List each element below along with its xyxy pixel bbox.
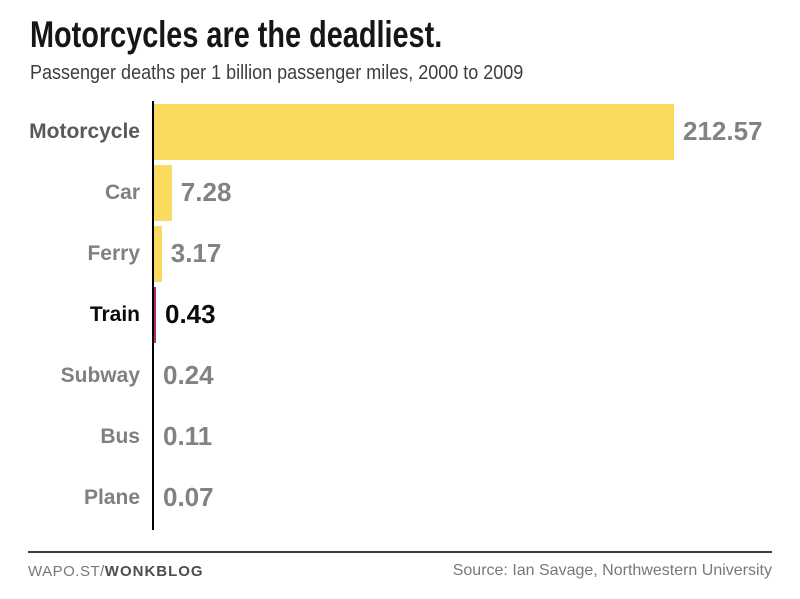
bar-area: 3.17 [154,223,800,284]
bar-area: 0.24 [154,345,800,406]
chart-row-car: Car 7.28 [0,162,800,223]
bar-chart: Motorcycle 212.57 Car 7.28 Ferry 3.17 Train 0.4… [0,101,800,530]
chart-row-motorcycle: Motorcycle 212.57 [0,101,800,162]
footer: WAPO.ST/WONKBLOG Source: Ian Savage, Nor… [28,551,772,580]
category-label: Subway [60,363,140,387]
value-label: 0.24 [163,360,214,390]
bar-car [154,164,172,221]
value-label: 0.43 [165,299,216,329]
bar-area: 0.07 [154,467,800,528]
chart-row-plane: Plane 0.07 [0,467,800,528]
category-label: Ferry [87,241,140,265]
bar-area: 0.43 [154,284,800,345]
brand-prefix: WAPO.ST/ [28,562,105,580]
value-label: 0.07 [163,482,214,512]
value-label: 3.17 [170,238,222,268]
bar-area: 212.57 [154,101,800,162]
value-label: 212.57 [683,116,763,146]
source-credit: Source: Ian Savage, Northwestern Univers… [452,562,772,579]
category-label: Train [89,302,140,326]
y-axis-line [152,101,154,530]
bar-area: 0.11 [154,406,800,467]
bar-area: 7.28 [154,162,800,223]
value-label: 0.11 [163,421,213,451]
brand: WAPO.ST/WONKBLOG [28,563,204,580]
chart-row-subway: Subway 0.24 [0,345,800,406]
category-label: Plane [83,485,140,509]
chart-row-bus: Bus 0.11 [0,406,800,467]
bar-motorcycle [154,103,674,160]
value-label: 7.28 [180,177,232,207]
category-label: Car [104,180,140,204]
brand-name: WONKBLOG [104,562,204,580]
bar-ferry [154,225,162,282]
chart-subtitle: Passenger deaths per 1 billion passenger… [30,62,524,84]
category-label: Motorcycle [29,119,140,143]
chart-title: Motorcycles are the deadliest. [30,14,443,55]
chart-row-ferry: Ferry 3.17 [0,223,800,284]
bar-train [154,286,156,343]
category-label: Bus [100,424,140,448]
chart-row-train: Train 0.43 [0,284,800,345]
